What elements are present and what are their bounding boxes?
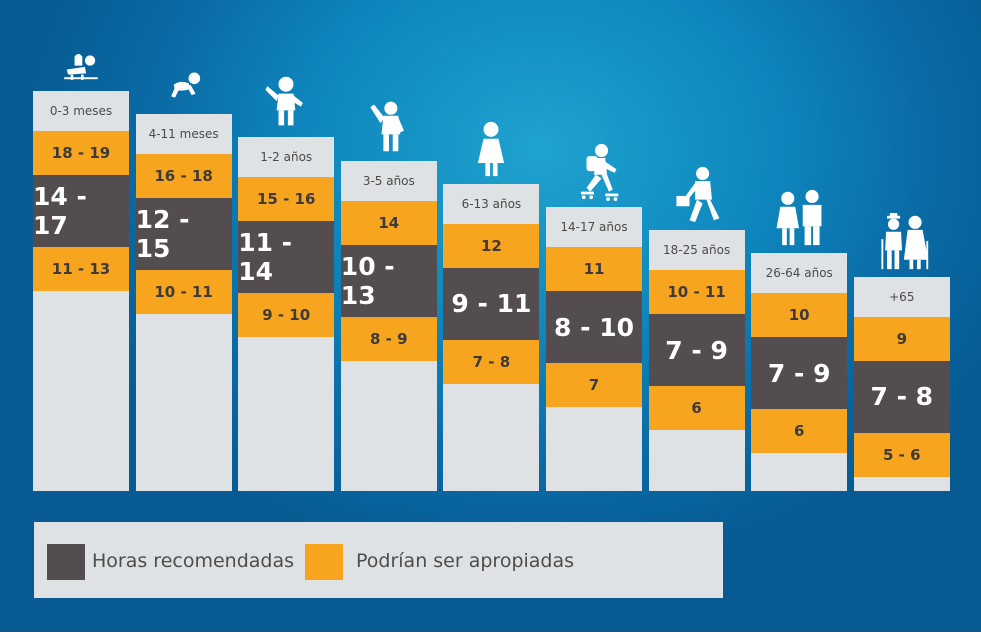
appropriate-low-band: 6 (648, 386, 745, 431)
age-column: 4-11 meses 16 - 18 12 - 15 10 - 11 (135, 114, 232, 491)
appropriate-high-band: 10 - 11 (648, 270, 745, 315)
age-label: 18-25 años (662, 243, 731, 258)
appropriate-high-band: 12 (443, 223, 540, 268)
recommended-band: 12 - 15 (135, 198, 232, 271)
age-column: 3-5 años 14 10 - 13 8 - 9 (340, 160, 437, 491)
appropriate-low-band: 11 - 13 (33, 247, 129, 291)
appropriate-high-band: 10 (751, 293, 848, 338)
age-label: +65 (889, 289, 915, 304)
age-label: 26-64 años (765, 266, 833, 281)
girl-icon (478, 121, 505, 176)
appropriate-low-band: 8 - 9 (340, 316, 437, 361)
recommended-band: 9 - 11 (443, 267, 540, 340)
toddler-icon (265, 77, 304, 126)
age-label: 14-17 años (560, 220, 628, 234)
age-label: 0-3 meses (49, 104, 113, 118)
legend-swatch-recommended (47, 544, 85, 580)
baby-diaper-icon (64, 54, 98, 80)
appropriate-low-band: 5 - 6 (853, 432, 950, 477)
recommended-band: 7 - 9 (648, 314, 745, 387)
recommended-band: 14 - 17 (33, 175, 129, 247)
recommended-band: 7 - 8 (853, 360, 950, 433)
age-column: 14-17 años 11 8 - 10 7 (546, 207, 642, 491)
waving-child-icon (370, 101, 404, 151)
appropriate-low-band: 7 (546, 363, 642, 407)
age-label: 6-13 años (461, 196, 522, 211)
legend: Horas recomendadas Podrían ser apropiada… (34, 522, 723, 598)
appropriate-high-band: 9 (853, 316, 950, 361)
appropriate-high-band: 15 - 16 (238, 177, 335, 222)
legend-label-appropriate: Podrían ser apropiadas (356, 550, 575, 572)
recommended-band: 7 - 9 (751, 337, 848, 410)
appropriate-high-band: 18 - 19 (33, 131, 129, 175)
appropriate-high-band: 16 - 18 (135, 154, 232, 199)
appropriate-low-band: 6 (751, 409, 848, 454)
age-label: 4-11 meses (148, 127, 219, 142)
age-column: 0-3 meses 18 - 19 14 - 17 11 - 13 (33, 91, 129, 491)
legend-label-recommended: Horas recomendadas (92, 550, 295, 572)
recommended-band: 10 - 13 (340, 244, 437, 317)
age-label: 3-5 años (362, 173, 415, 188)
age-column: 6-13 años 12 9 - 11 7 - 8 (443, 183, 540, 491)
elderly-couple-icon (881, 212, 928, 269)
recommended-band: 8 - 10 (546, 291, 642, 363)
appropriate-low-band: 10 - 11 (135, 270, 232, 315)
legend-swatch-appropriate (305, 544, 343, 580)
appropriate-high-band: 14 (340, 200, 437, 245)
age-label: 1-2 años (260, 150, 313, 165)
appropriate-low-band: 7 - 8 (443, 339, 540, 384)
recommended-band: 11 - 14 (238, 221, 335, 294)
appropriate-low-band: 9 - 10 (238, 293, 335, 338)
young-adult-briefcase-icon (676, 167, 720, 223)
appropriate-high-band: 11 (546, 247, 642, 291)
age-column: 1-2 años 15 - 16 11 - 14 9 - 10 (238, 137, 335, 491)
crawling-baby-icon (170, 72, 200, 98)
teen-rollerskater-icon (580, 143, 619, 201)
adult-couple-icon (776, 190, 822, 246)
